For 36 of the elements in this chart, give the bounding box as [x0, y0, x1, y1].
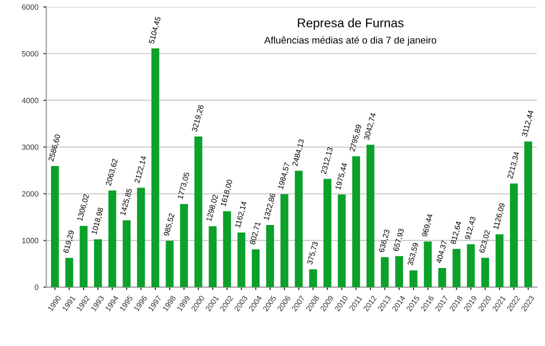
bar	[366, 144, 374, 288]
bar	[208, 226, 217, 288]
bar	[452, 248, 460, 288]
bar	[481, 258, 490, 288]
bar	[510, 183, 518, 288]
bar	[352, 156, 360, 288]
bar	[94, 239, 102, 288]
bar	[524, 141, 532, 288]
bar	[410, 270, 418, 288]
bar	[309, 269, 318, 288]
text: Represa de Furnas	[298, 18, 404, 30]
bar	[438, 268, 446, 288]
bar	[50, 166, 59, 288]
bar	[166, 240, 174, 288]
bar	[266, 225, 274, 288]
bar	[223, 211, 231, 288]
bar	[108, 190, 116, 288]
bar	[194, 136, 202, 288]
bar	[294, 170, 303, 288]
bar	[496, 234, 504, 288]
text: Afluências médias até o dia 7 de janeiro	[264, 36, 436, 46]
bar	[395, 256, 404, 288]
bar	[323, 178, 332, 288]
bar	[466, 244, 475, 288]
bar	[180, 204, 188, 288]
bar	[424, 242, 432, 288]
bar	[151, 48, 160, 288]
bar	[80, 226, 88, 288]
bar	[280, 194, 288, 288]
bar	[338, 194, 346, 288]
bar	[237, 232, 246, 288]
bar	[252, 249, 260, 288]
bar	[122, 220, 131, 288]
bar	[65, 258, 74, 288]
bar	[137, 188, 145, 288]
bar	[380, 257, 389, 288]
